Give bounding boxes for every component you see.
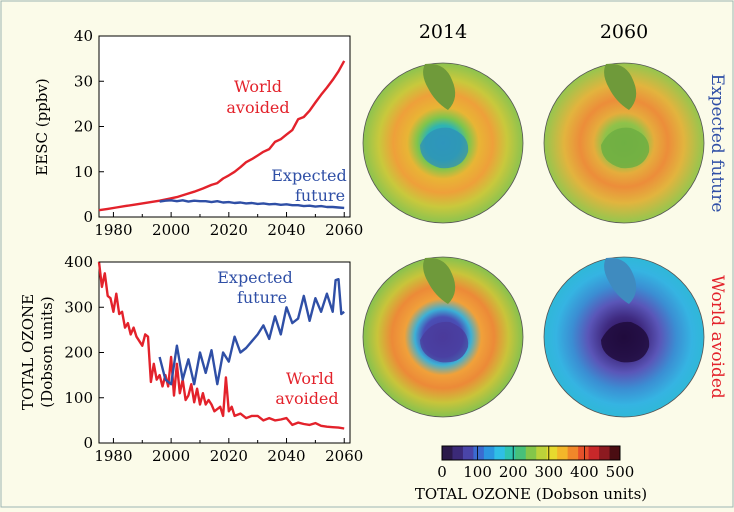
colorbar-tick-label: 100 — [463, 463, 492, 481]
series-annotation: avoided — [226, 98, 289, 117]
south-america-landmass — [604, 257, 637, 304]
series-line-expected-future — [159, 199, 345, 210]
colorbar-swatch — [578, 446, 589, 460]
x-tick-label: 1980 — [94, 447, 132, 465]
colorbar-swatch — [609, 446, 621, 460]
series-annotation: World — [286, 369, 334, 388]
antarctica-landmass — [601, 127, 650, 169]
x-tick-label: 2020 — [210, 447, 248, 465]
y-tick-label: 0 — [83, 208, 93, 226]
series-line-expected-future — [158, 278, 345, 386]
side-label-world-avoided: World avoided — [707, 275, 727, 399]
antarctica-landmass — [420, 127, 469, 169]
colorbar-swatch — [473, 446, 485, 460]
side-label-expected-future: Expected future — [707, 74, 727, 213]
colorbar-swatch — [515, 446, 527, 460]
map-year-2014: 2014 — [419, 21, 467, 43]
plot-area — [98, 35, 351, 218]
colorbar-swatch — [462, 446, 474, 460]
antarctica-landmass — [601, 321, 650, 363]
colorbar-swatch — [494, 446, 506, 460]
series-line-world-avoided — [98, 60, 346, 212]
colorbar-swatch — [557, 446, 569, 460]
y-axis-sublabel: (Dobson units) — [38, 296, 56, 407]
south-america-landmass — [423, 63, 456, 110]
colorbar-swatch — [536, 446, 548, 460]
colorbar-tick-label: 300 — [534, 463, 563, 481]
x-tick-label: 2040 — [267, 447, 305, 465]
y-tick-label: 100 — [64, 389, 93, 407]
antarctica-landmass — [420, 321, 469, 363]
series-annotation: Expected — [271, 166, 347, 185]
y-tick-label: 400 — [64, 253, 93, 271]
x-tick-label: 2060 — [325, 447, 363, 465]
y-tick-label: 30 — [74, 72, 93, 90]
colorbar-tick-label: 500 — [606, 463, 635, 481]
y-tick-label: 200 — [64, 344, 93, 362]
map-year-2060: 2060 — [600, 21, 648, 43]
series-annotation: avoided — [275, 389, 338, 408]
y-tick-label: 0 — [83, 434, 93, 452]
colorbar-swatch — [525, 446, 537, 460]
series-annotation: World — [234, 77, 282, 96]
y-tick-label: 40 — [74, 27, 93, 45]
colorbar-swatch — [483, 446, 495, 460]
series-annotation: future — [237, 288, 287, 307]
x-tick-label: 2060 — [325, 221, 363, 239]
colorbar-swatch — [567, 446, 579, 460]
x-tick-label: 2020 — [210, 221, 248, 239]
chart-total-ozone: 1980 2000 2020 2040 2060 0 100 200 300 400 TOTAL O… — [19, 253, 363, 465]
south-america-landmass — [423, 257, 456, 304]
x-tick-label: 1980 — [94, 221, 132, 239]
colorbar-label: TOTAL OZONE (Dobson units) — [415, 485, 647, 503]
map-expected-2060 — [543, 62, 705, 224]
x-tick-label: 2040 — [267, 221, 305, 239]
x-tick-label: 2000 — [152, 221, 190, 239]
map-avoided-2060 — [543, 256, 705, 418]
colorbar-tick-label: 200 — [499, 463, 528, 481]
colorbar-tick-label: 0 — [437, 463, 447, 481]
colorbar-swatch — [546, 446, 558, 460]
series-annotation: Expected — [217, 268, 293, 287]
y-tick-label: 300 — [64, 298, 93, 316]
map-avoided-2014 — [362, 256, 524, 418]
y-tick-label: 10 — [74, 163, 93, 181]
series-line-world-avoided — [97, 261, 345, 430]
y-axis-label: TOTAL OZONE — [19, 294, 37, 410]
colorbar: 0 100 200 300 400 500 — [437, 445, 635, 481]
y-tick-label: 20 — [74, 118, 93, 136]
x-tick-label: 2000 — [152, 447, 190, 465]
y-axis-label: EESC (ppbv) — [33, 78, 51, 175]
series-annotation: future — [295, 186, 345, 205]
chart-eesc: 1980 2000 2020 2040 2060 0 10 20 30 40 EESC (ppbv)… — [33, 27, 363, 239]
colorbar-swatch — [442, 446, 453, 460]
colorbar-tick-label: 400 — [570, 463, 599, 481]
colorbar-swatch — [504, 446, 516, 460]
colorbar-swatch — [599, 446, 610, 460]
south-america-landmass — [604, 63, 637, 110]
colorbar-swatch — [588, 446, 600, 460]
map-expected-2014 — [362, 62, 524, 224]
colorbar-swatch — [452, 446, 464, 460]
